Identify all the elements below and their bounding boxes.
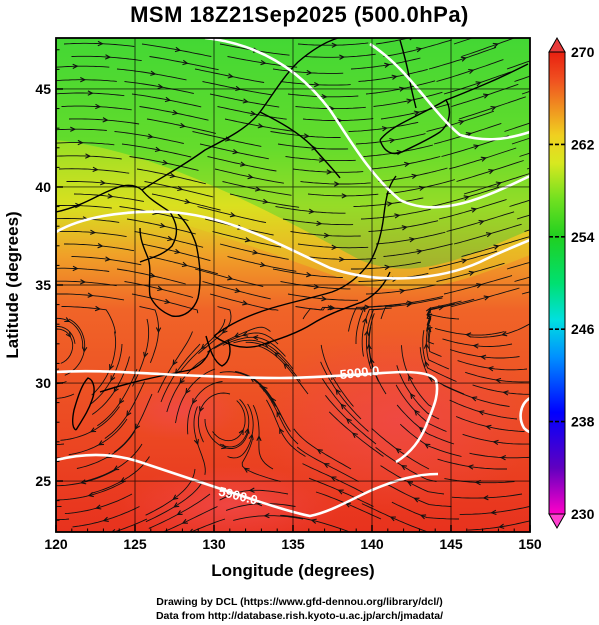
streamline-arrowhead <box>466 533 471 537</box>
streamline <box>532 24 599 45</box>
colorbar-label: 246 <box>571 321 595 337</box>
streamline-arrowhead <box>31 516 36 520</box>
streamline <box>0 512 37 531</box>
streamline-arrowhead <box>485 31 490 35</box>
y-tick-label: 35 <box>35 277 51 293</box>
streamline-arrowhead <box>33 455 38 459</box>
streamline-arrowhead <box>569 107 574 111</box>
streamline-arrowhead <box>541 195 546 199</box>
x-tick-label: 130 <box>202 536 226 552</box>
streamline-arrowhead <box>16 488 21 492</box>
x-tick-label: 120 <box>44 536 68 552</box>
x-axis: 120 125 130 135 140 145 150 <box>44 525 542 552</box>
streamline-arrowhead <box>77 537 82 541</box>
credit-drawing: Drawing by DCL (https://www.gfd-dennou.o… <box>0 596 599 608</box>
credit-data: Data from http://database.rish.kyoto-u.a… <box>0 610 599 622</box>
streamline-arrowhead <box>574 183 579 187</box>
streamline-arrowhead <box>539 258 544 262</box>
colorbar-label: 238 <box>571 414 595 430</box>
streamline-arrowhead <box>567 170 572 174</box>
streamline-arrowhead <box>37 395 42 399</box>
streamline-arrowhead <box>48 327 53 331</box>
y-axis-title: Latitude (degrees) <box>3 211 22 358</box>
colorbar-label: 230 <box>571 506 595 522</box>
streamline <box>0 494 62 507</box>
streamline-arrowhead <box>536 119 541 123</box>
streamline-arrowhead <box>23 502 28 506</box>
streamline <box>0 442 39 469</box>
colorbar-label: 254 <box>571 229 595 245</box>
colorbar-bottom-arrow <box>549 514 565 528</box>
streamline-arrowhead <box>544 132 549 136</box>
temperature-field <box>56 38 540 545</box>
streamline-arrowhead <box>572 246 577 250</box>
streamline-arrowhead <box>26 439 31 443</box>
colorbar-label: 270 <box>571 44 595 60</box>
streamline-arrowhead <box>538 56 543 60</box>
x-tick-label: 135 <box>281 536 305 552</box>
colorbar-top-arrow <box>549 38 565 52</box>
y-tick-label: 40 <box>35 179 51 195</box>
x-axis-title: Longitude (degrees) <box>211 561 374 580</box>
y-tick-label: 30 <box>35 375 51 391</box>
streamline-arrowhead <box>0 523 4 527</box>
x-tick-label: 145 <box>439 536 463 552</box>
streamline-arrowhead <box>30 350 34 355</box>
colorbar-scale <box>549 52 565 514</box>
x-tick-label: 140 <box>360 536 384 552</box>
x-tick-label: 125 <box>123 536 147 552</box>
streamline-arrowhead <box>157 542 162 546</box>
colorbar-label: 262 <box>571 136 595 152</box>
y-tick-label: 45 <box>35 81 51 97</box>
streamline <box>30 321 60 370</box>
streamline-arrowhead <box>9 387 14 392</box>
streamline <box>537 101 599 120</box>
streamline <box>535 164 599 182</box>
streamline-arrowhead <box>13 406 18 410</box>
streamline-arrowhead <box>564 31 569 35</box>
streamline-arrowhead <box>19 423 24 427</box>
x-tick-label: 150 <box>518 536 542 552</box>
streamline <box>0 426 64 445</box>
colorbar: 270 262 254 246 238 230 <box>549 38 595 528</box>
streamline-arrowhead <box>2 458 7 462</box>
streamline-arrowhead <box>9 473 14 477</box>
y-tick-label: 25 <box>35 473 51 489</box>
streamline-arrowhead <box>233 533 238 537</box>
streamline <box>0 405 56 431</box>
